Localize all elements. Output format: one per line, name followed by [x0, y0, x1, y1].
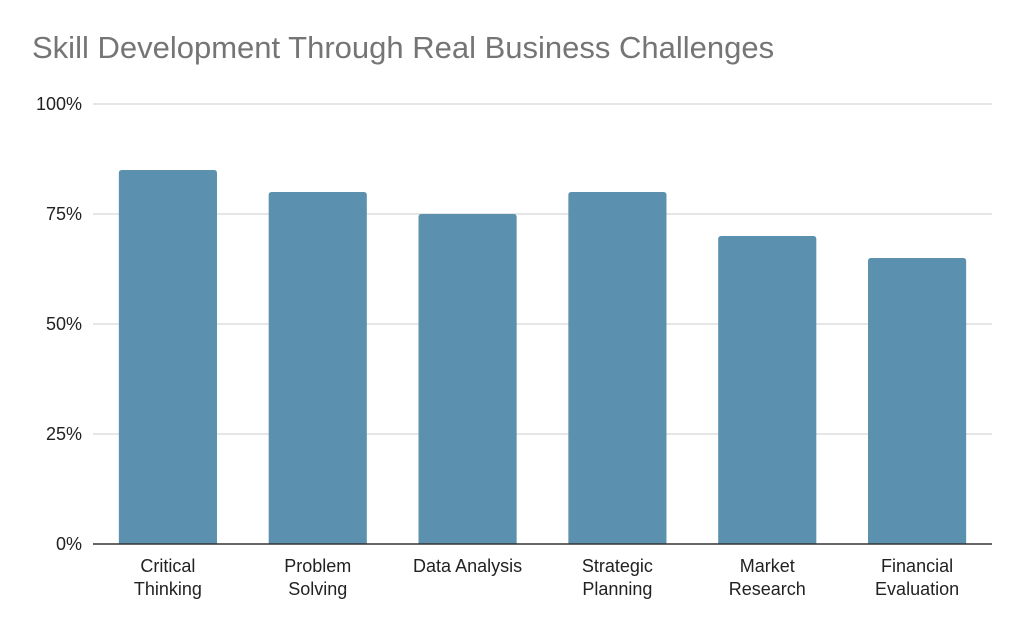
x-tick-label: Market Research: [729, 556, 806, 599]
y-tick-label: 100%: [36, 94, 82, 114]
bar: [268, 192, 367, 544]
x-tick-label: Problem Solving: [284, 556, 351, 599]
bar: [418, 214, 517, 544]
bar: [568, 192, 667, 544]
y-tick-label: 50%: [46, 314, 82, 334]
y-tick-label: 0%: [56, 534, 82, 554]
x-tick-label: Data Analysis: [413, 556, 522, 576]
chart-title: Skill Development Through Real Business …: [32, 30, 775, 65]
x-axis-labels: Critical Thinking Problem Solving Data Analy…: [134, 556, 959, 599]
bar: [718, 236, 817, 544]
bars: [118, 170, 967, 544]
y-tick-label: 25%: [46, 424, 82, 444]
x-tick-label: Critical Thinking: [134, 556, 202, 599]
bar: [868, 258, 967, 544]
y-tick-label: 75%: [46, 204, 82, 224]
gridlines: [93, 103, 992, 435]
x-tick-label: Strategic Planning: [582, 556, 653, 599]
bar: [118, 170, 217, 544]
y-axis-ticks: 0% 25% 50% 75% 100%: [36, 94, 82, 554]
x-tick-label: Financial Evaluation: [875, 556, 959, 599]
